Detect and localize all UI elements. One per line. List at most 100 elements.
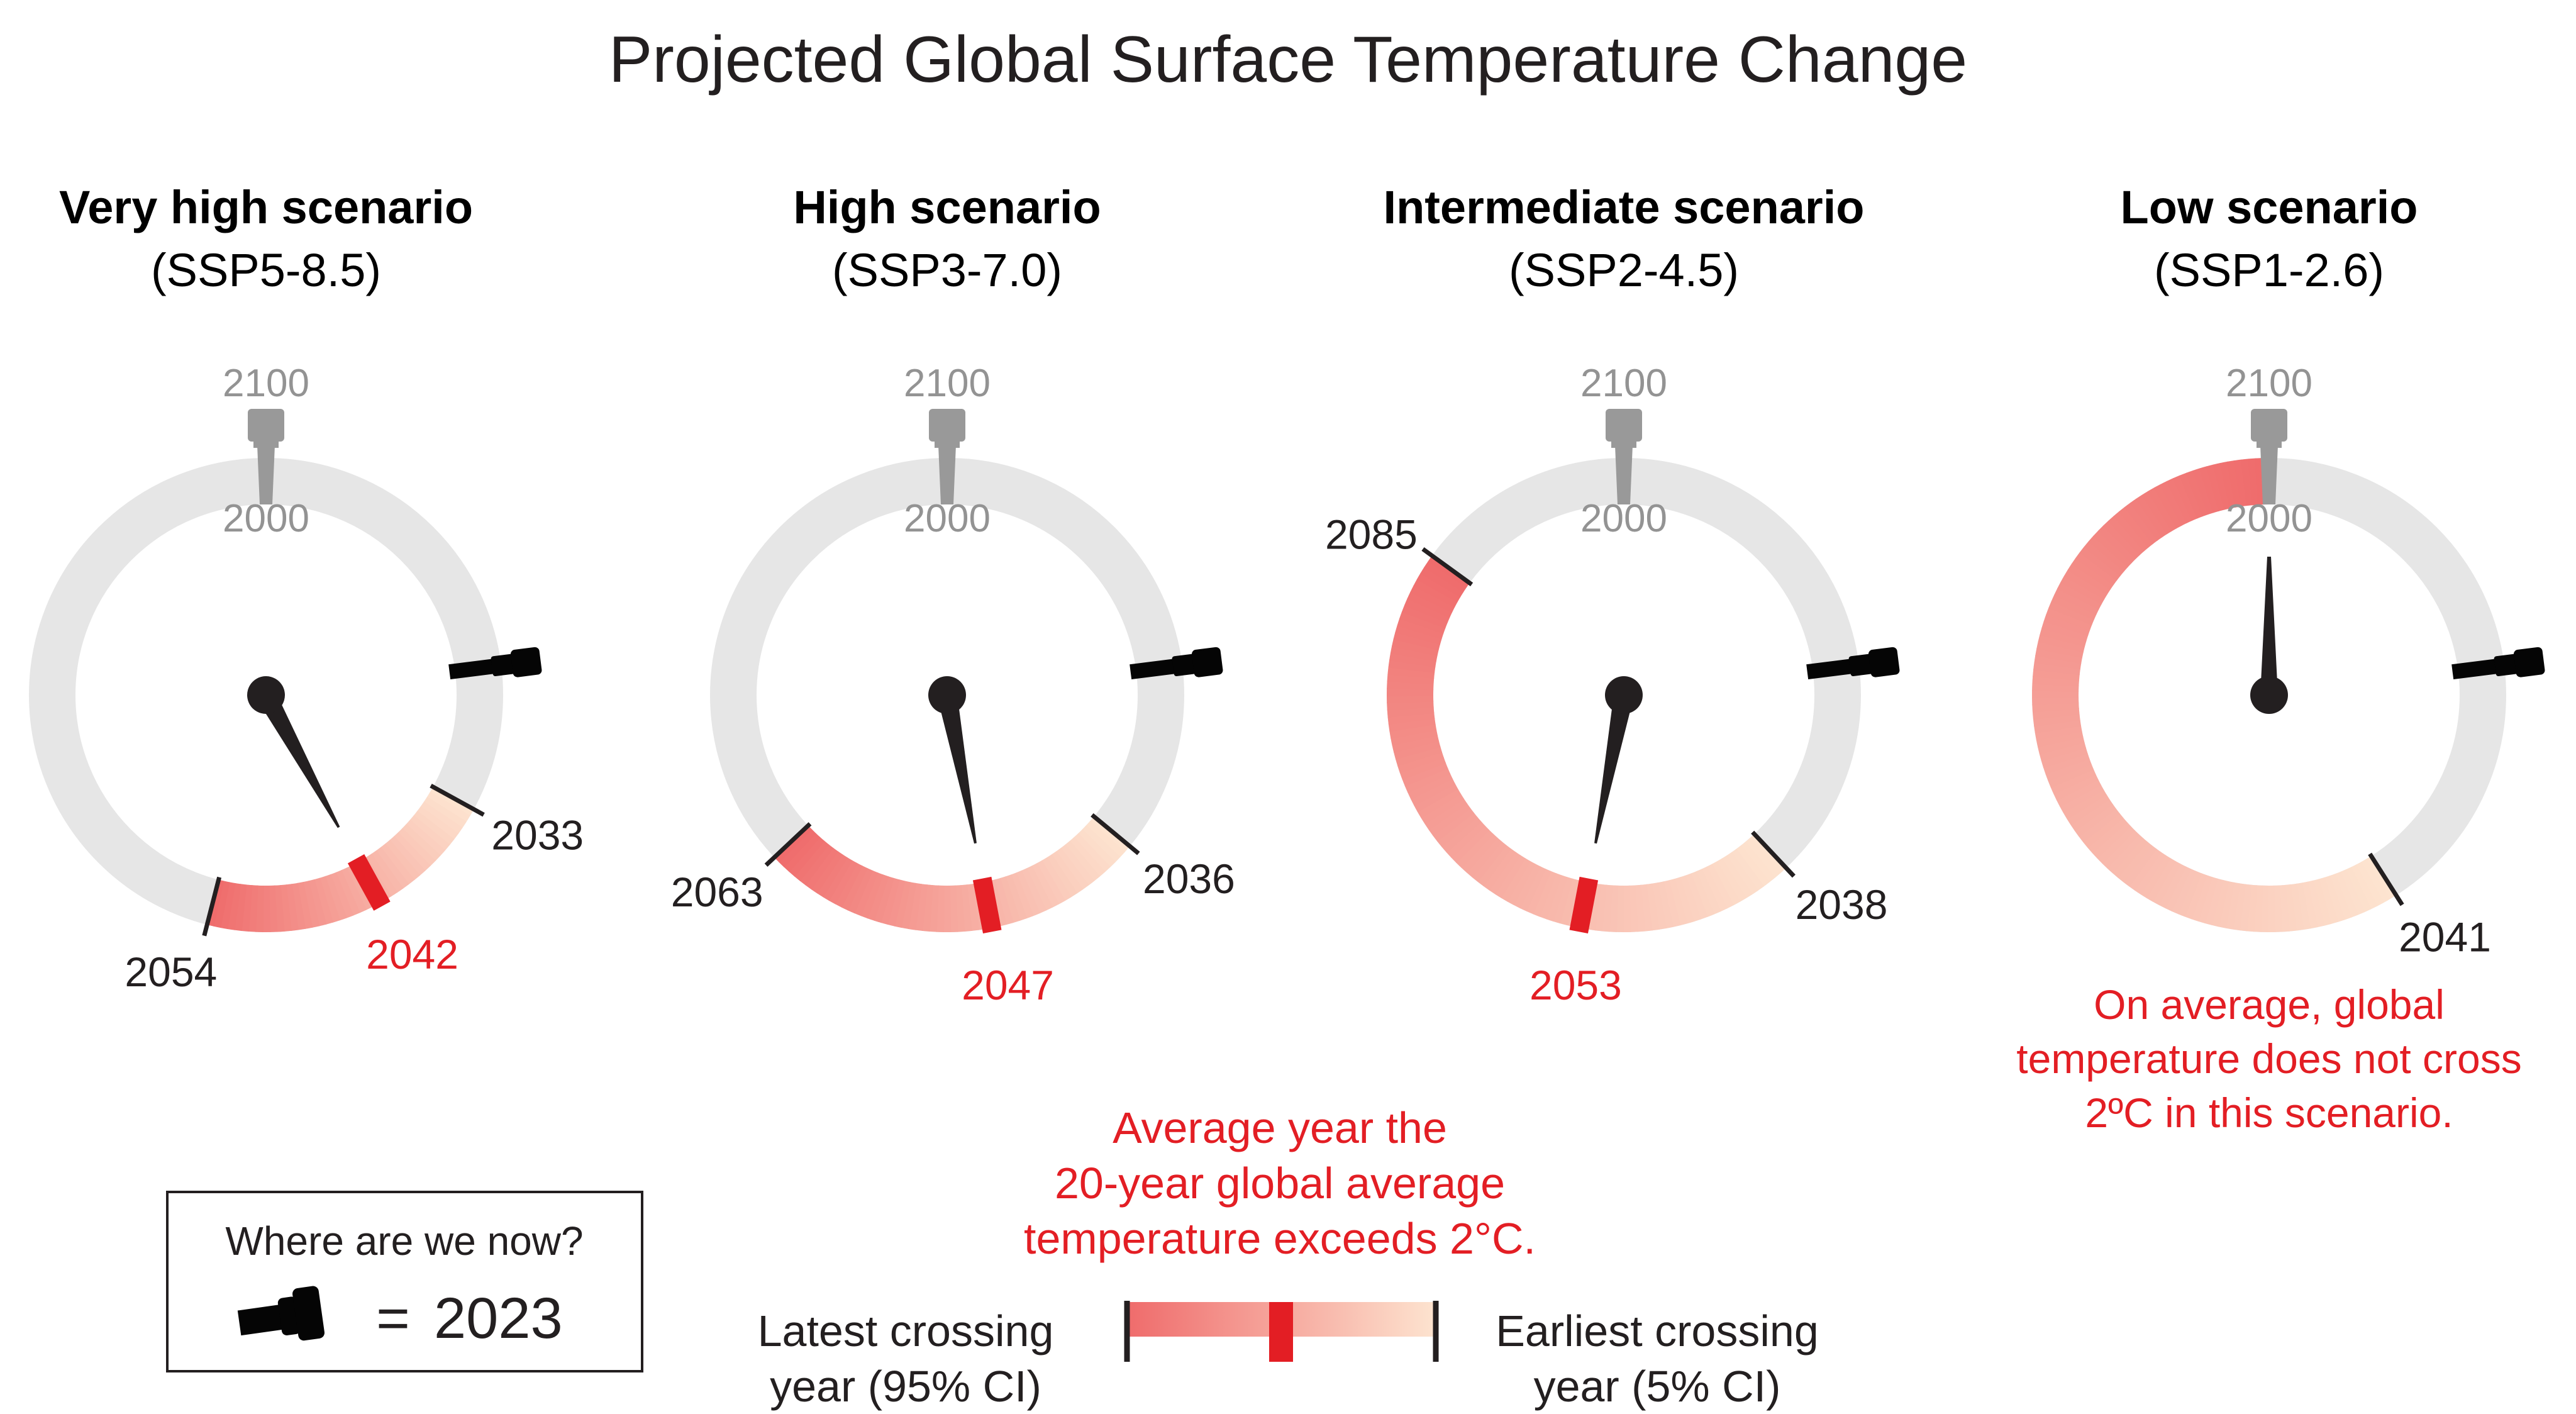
crossing-range-segment	[2092, 821, 2131, 859]
crossing-range-segment	[811, 850, 843, 894]
crossing-range-segment	[1005, 874, 1028, 921]
crossing-range-segment	[2060, 575, 2105, 605]
earliest-year-label: 2041	[2399, 913, 2491, 960]
gauge-4: Low scenario (SSP1-2.6) 2100 2000 2041 On ave…	[2016, 181, 2545, 1136]
crossing-range-segment	[366, 853, 398, 897]
crossing-range-segment	[828, 860, 858, 905]
crossing-range-segment	[2296, 882, 2311, 930]
crossing-range-segment	[2043, 752, 2090, 775]
crossing-range-segment	[2226, 460, 2242, 508]
crossing-range-segment	[2040, 627, 2087, 647]
crossing-range-segment	[1393, 740, 1441, 760]
crossing-range-segment	[2307, 880, 2325, 928]
now-marker-stem	[1806, 659, 1853, 680]
crossing-range-segment	[1652, 882, 1667, 930]
mean-legend: Average year the 20-year global average …	[758, 1103, 1819, 1411]
crossing-range-segment	[2051, 594, 2097, 620]
crossing-range-segment	[420, 801, 463, 835]
crossing-range-segment	[2146, 858, 2177, 902]
crossing-range-segment	[1424, 798, 1468, 831]
crossing-range-segment	[2112, 837, 2148, 878]
crossing-range-segment	[1416, 572, 1461, 603]
crossing-range-segment	[2032, 676, 2079, 687]
scenario-name: Very high scenario	[59, 181, 473, 233]
crossing-range-segment	[2070, 799, 2114, 832]
crossing-range-segment	[966, 884, 979, 932]
now-box-frame	[166, 1191, 643, 1372]
crossing-range-segment	[2106, 833, 2144, 874]
crossing-range-segment	[2135, 494, 2168, 538]
crossing-range-segment	[1472, 841, 1507, 882]
crossing-range-segment	[1389, 652, 1436, 667]
crossing-range-segment	[1552, 876, 1574, 924]
start-year-label: 2000	[904, 497, 991, 540]
earliest-year-tick	[1751, 830, 1796, 878]
crossing-range-segment	[1559, 878, 1579, 926]
crossing-range-segment	[2060, 784, 2104, 813]
crossing-range-segment	[1594, 884, 1607, 932]
crossing-range-segment	[2279, 884, 2290, 932]
crossing-range-segment	[1489, 851, 1521, 895]
needle-icon	[928, 676, 977, 844]
latest-year-label: 2054	[125, 949, 217, 995]
gauge-2: High scenario (SSP3-7.0) 2100 2000 2036 2063 2…	[671, 181, 1235, 1008]
crossing-range-segment	[2134, 852, 2167, 895]
needle-pointer	[937, 693, 977, 844]
crossing-range-segment	[2107, 515, 2145, 555]
crossing-range-segment	[2032, 702, 2079, 713]
crown-cap	[248, 409, 284, 442]
crossing-range-segment	[2123, 845, 2157, 887]
crossing-range-segment	[2160, 481, 2187, 526]
crossing-range-segment	[1065, 840, 1101, 882]
crossing-range-segment	[1414, 783, 1458, 813]
crossing-range-segment	[2088, 535, 2128, 572]
crossing-range-segment	[1494, 855, 1526, 899]
crossing-range-segment	[1082, 825, 1121, 863]
crossing-range-segment	[2219, 461, 2236, 509]
crossing-range-segment	[416, 806, 459, 840]
crossing-range-segment	[822, 857, 853, 901]
crossing-range-segment	[219, 882, 236, 930]
crossing-range-segment	[1601, 884, 1613, 932]
crossing-range-segment	[1399, 757, 1446, 780]
crossing-range-segment	[1546, 875, 1568, 922]
crossing-range-segment	[226, 882, 242, 930]
crossing-range-segment	[2082, 813, 2124, 849]
crossing-range-segment	[406, 819, 446, 857]
crown-stem	[938, 445, 956, 504]
crossing-range-segment	[2124, 503, 2158, 545]
crossing-range-segment	[1726, 852, 1758, 895]
crown-cap	[2251, 409, 2287, 442]
gauges-row: Very high scenario (SSP5-8.5) 2100 2000 2033…	[29, 181, 2545, 1136]
crossing-range-segment	[1021, 867, 1047, 914]
crossing-range-segment	[1404, 598, 1450, 623]
crossing-range-segment	[2034, 719, 2082, 734]
crossing-range-segment	[2199, 466, 2219, 513]
crossing-range-segment	[2041, 747, 2088, 768]
now-marker-stem	[1130, 659, 1177, 680]
crossing-range-segment	[1417, 788, 1462, 819]
scenario-code: (SSP1-2.6)	[2154, 244, 2384, 296]
now-marker-neck	[491, 654, 518, 677]
mean-year-label: 2047	[962, 962, 1054, 1008]
crossing-range-segment	[894, 881, 911, 928]
crossing-range-segment	[2045, 758, 2092, 782]
scenario-name: Low scenario	[2121, 181, 2418, 233]
crossing-range-segment	[426, 791, 470, 823]
crossing-range-segment	[1706, 864, 1735, 909]
crossing-range-segment	[1407, 591, 1453, 618]
crossing-range-segment	[2096, 825, 2136, 864]
crossing-range-segment	[1421, 793, 1465, 825]
crossing-range-segment	[2239, 884, 2252, 932]
earliest-year-tick	[1091, 813, 1140, 855]
crossing-range-segment	[2038, 736, 2085, 755]
crossing-range-segment	[1010, 872, 1034, 919]
crossing-range-segment	[2177, 871, 2202, 917]
mean-caption-line-3: temperature exceeds 2°C.	[1024, 1214, 1536, 1263]
crossing-range-segment	[2158, 864, 2187, 909]
crossing-range-segment	[799, 844, 834, 886]
crossing-range-segment	[816, 854, 848, 898]
crossing-range-segment	[375, 847, 409, 889]
now-marker-neck	[1848, 654, 1876, 677]
crossing-range-segment	[2075, 552, 2118, 586]
